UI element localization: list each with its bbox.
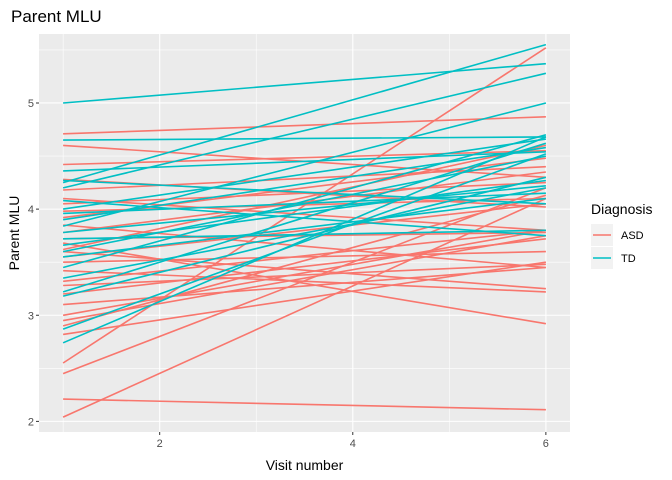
series-line-td xyxy=(63,185,546,234)
series-line-asd xyxy=(63,266,546,306)
series-line-asd xyxy=(62,234,547,322)
y-axis-title: Parent MLU xyxy=(6,196,22,271)
series-line-asd xyxy=(63,116,546,135)
series-line-asd xyxy=(63,224,546,269)
y-tick-label: 4 xyxy=(28,204,34,216)
y-tick-label: 3 xyxy=(28,310,34,322)
series-line-asd xyxy=(63,197,546,232)
series-line-asd xyxy=(63,398,546,411)
x-tick-label: 4 xyxy=(350,438,356,450)
series-line-td xyxy=(63,151,546,172)
series-line-asd xyxy=(63,203,546,258)
y-axis: 2 3 4 5 xyxy=(28,98,39,428)
legend-items: ASD TD xyxy=(591,224,644,269)
series-line-td xyxy=(62,187,547,279)
series-line-td xyxy=(63,136,546,141)
x-axis-title: Visit number xyxy=(266,457,344,473)
series-line-td xyxy=(63,62,546,104)
series-line-asd xyxy=(63,250,546,290)
series-line-td xyxy=(62,72,547,189)
series-line-td xyxy=(63,179,546,205)
legend-label-asd: ASD xyxy=(621,230,644,242)
series-line-asd xyxy=(62,197,547,418)
series-line-td xyxy=(62,102,547,227)
legend-label-td: TD xyxy=(621,253,636,265)
y-tick-label: 2 xyxy=(28,416,34,428)
legend: Diagnosis ASD TD xyxy=(591,201,652,269)
series-line-asd xyxy=(62,194,547,327)
series-line-asd xyxy=(63,149,546,166)
series-line-asd xyxy=(63,269,546,293)
legend-title: Diagnosis xyxy=(591,201,652,217)
series-line-asd xyxy=(62,242,547,325)
series-line-td xyxy=(63,229,546,240)
series-lines xyxy=(62,43,547,418)
series-line-td xyxy=(62,134,547,269)
series-line-asd xyxy=(63,229,546,283)
x-tick-label: 2 xyxy=(157,438,163,450)
series-line-td xyxy=(63,192,546,215)
series-line-asd xyxy=(63,263,546,287)
series-line-td xyxy=(63,199,546,237)
y-tick-label: 5 xyxy=(28,98,34,110)
series-line-asd xyxy=(63,238,546,295)
x-axis: 2 4 6 xyxy=(157,432,549,450)
series-line-asd xyxy=(63,171,546,234)
series-line-td xyxy=(62,138,547,210)
x-tick-label: 6 xyxy=(543,438,549,450)
series-line-asd xyxy=(62,229,547,317)
series-line-td xyxy=(63,197,546,258)
series-line-td xyxy=(62,179,547,246)
series-line-td xyxy=(62,146,547,221)
series-line-td xyxy=(62,153,547,330)
chart-title: Parent MLU xyxy=(11,7,102,26)
series-line-asd xyxy=(63,250,546,263)
series-line-td xyxy=(62,43,547,184)
